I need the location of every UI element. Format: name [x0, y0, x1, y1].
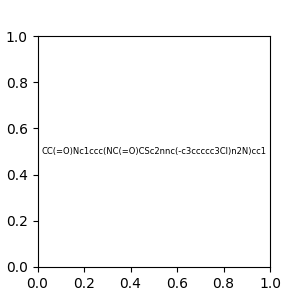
Text: CC(=O)Nc1ccc(NC(=O)CSc2nnc(-c3ccccc3Cl)n2N)cc1: CC(=O)Nc1ccc(NC(=O)CSc2nnc(-c3ccccc3Cl)n…	[41, 147, 266, 156]
